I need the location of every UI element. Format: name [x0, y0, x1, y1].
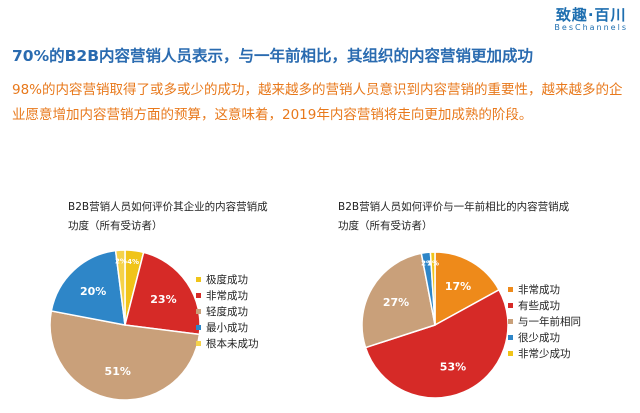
chart-2-legend-item: 非常成功 — [508, 281, 581, 297]
chart-1-slice-3 — [50, 249, 126, 326]
chart-2-subtitle: 功度（所有受访者） — [338, 220, 433, 232]
chart-1-title-block: B2B营销人员如何评价其企业的内容营销成 功度（所有受访者） — [68, 198, 268, 236]
chart-1-slice-label-2: 51% — [105, 365, 131, 378]
chart-1-legend-item: 非常成功 — [196, 287, 259, 303]
chart-1-slice-4 — [114, 249, 126, 326]
chart-2-legend-swatch — [508, 302, 513, 308]
chart-1-title: B2B营销人员如何评价其企业的内容营销成 — [68, 201, 268, 213]
chart-1-legend-label: 最小成功 — [206, 321, 248, 334]
chart-1-legend-swatch — [196, 292, 201, 298]
chart-2-slice-4 — [429, 251, 436, 326]
chart-2-slice-label-3: 2% — [421, 260, 433, 268]
chart-2-legend-label: 有些成功 — [518, 299, 560, 312]
chart-2-legend-swatch — [508, 318, 513, 324]
chart-1-subtitle: 功度（所有受访者） — [68, 220, 163, 232]
chart-2-legend-label: 非常少成功 — [518, 347, 571, 360]
chart-1-legend-swatch — [196, 276, 201, 282]
chart-1-slice-label-4: 2% — [115, 258, 127, 266]
chart-2-legend: 非常成功有些成功与一年前相同 很少成功非常少成功 — [508, 281, 581, 361]
chart-1-legend-item: 根本未成功 — [196, 335, 259, 351]
chart-1-legend-label: 根本未成功 — [206, 337, 259, 350]
chart-2-title-block: B2B营销人员如何评价与一年前相比的内容营销成 功度（所有受访者） — [338, 198, 569, 236]
brand-subtitle: BesChannels — [554, 23, 628, 32]
chart-1-legend-item: 极度成功 — [196, 271, 259, 287]
chart-2-legend-label: 非常成功 — [518, 283, 560, 296]
chart-1-slice-2 — [49, 310, 201, 401]
chart-1-legend-label: 轻度成功 — [206, 305, 248, 318]
summary-text: 98%的内容营销取得了或多或少的成功，越来越多的营销人员意识到内容营销的重要性，… — [12, 82, 623, 123]
chart-2-legend-swatch — [508, 334, 513, 340]
chart-2-slice-1 — [364, 288, 509, 399]
chart-2-slice-2 — [361, 252, 436, 349]
chart-2-title: B2B营销人员如何评价与一年前相比的内容营销成 — [338, 201, 570, 213]
chart-2-slice-label-1: 53% — [440, 361, 466, 374]
brand-name: 致趣·百川 — [555, 6, 627, 24]
chart-2-slice-0 — [434, 251, 500, 327]
chart-1-legend-swatch — [196, 308, 201, 314]
chart-1-legend-label: 极度成功 — [206, 273, 248, 286]
chart-1-legend: 极度成功非常成功轻度成功最小成功根本未成功 — [196, 271, 259, 351]
chart-2-slice-label-4: 1% — [427, 259, 439, 267]
chart-1-slice-label-3: 20% — [80, 285, 106, 298]
chart-2-slice-label-2: 27% — [383, 296, 409, 309]
chart-2-slice-label-0: 17% — [445, 280, 471, 293]
chart-1-legend-swatch — [196, 324, 201, 330]
chart-1-legend-swatch — [196, 340, 201, 346]
chart-1-legend-item: 最小成功 — [196, 319, 259, 335]
chart-1-slice-label-0: 4% — [127, 258, 139, 266]
chart-2-legend-item: 很少成功 — [508, 329, 581, 345]
chart-1-legend-item: 轻度成功 — [196, 303, 259, 319]
brand-logo: 致趣·百川 BesChannels — [554, 4, 628, 32]
chart-1-slice-label-1: 23% — [150, 293, 176, 306]
chart-2-legend-item: 有些成功 — [508, 297, 581, 313]
chart-2-legend-label: 与一年前相同 — [518, 315, 581, 328]
chart-2-legend-swatch — [508, 286, 513, 292]
chart-2-legend-swatch — [508, 350, 513, 356]
chart-2-legend-item: 与一年前相同 — [508, 313, 581, 329]
pie-chart-2: 17% 53% 27% 2%1% — [361, 251, 509, 399]
headline: 70%的B2B内容营销人员表示，与一年前相比，其组织的内容营销更加成功 — [12, 47, 534, 65]
chart-1-legend-label: 非常成功 — [206, 289, 248, 302]
chart-2-legend-label: 很少成功 — [518, 331, 560, 344]
pie-chart-1: 4% 23% 51% 20% 2% — [49, 249, 201, 401]
chart-2-legend-item: 非常少成功 — [508, 345, 581, 361]
